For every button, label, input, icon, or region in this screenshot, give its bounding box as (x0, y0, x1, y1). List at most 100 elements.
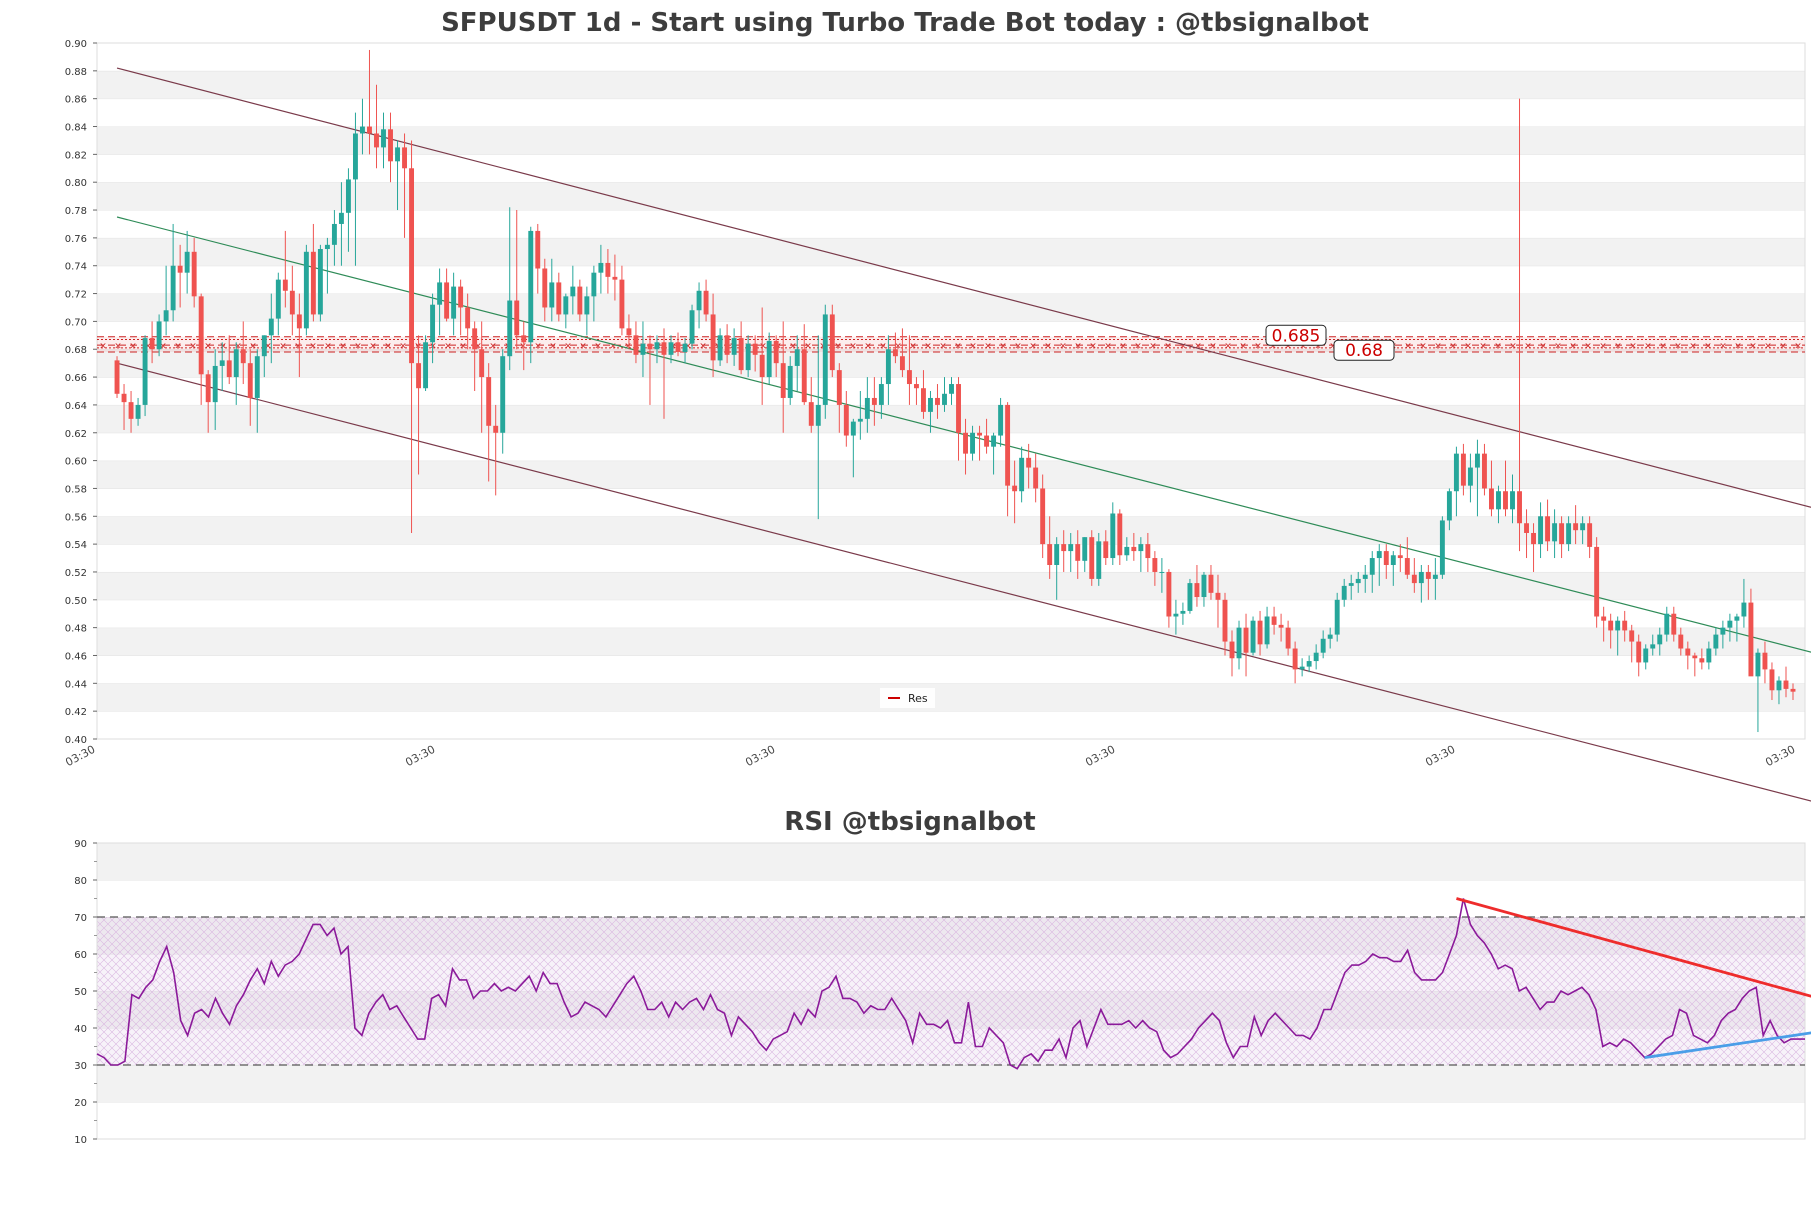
candle-body (1348, 583, 1354, 586)
channel-lower-line (116, 362, 1811, 802)
candle-body (184, 251, 190, 273)
candle-body (998, 404, 1004, 436)
candle-body (1005, 404, 1011, 486)
candle-body (240, 349, 246, 364)
resistance-marker: × (309, 341, 317, 351)
resistance-marker: × (1614, 341, 1622, 351)
candle-body (1285, 627, 1291, 649)
candle-body (1019, 457, 1025, 492)
candle-body (212, 365, 218, 403)
resistance-marker: × (1329, 341, 1337, 351)
resistance-marker: × (1524, 341, 1532, 351)
candle-body (949, 384, 954, 394)
resistance-marker: × (1269, 341, 1277, 351)
main-y-axis: 0.90 0.88 0.86 0.84 0.82 0.80 0.78 0.76 0.74 0.72… (65, 39, 97, 746)
candle-body (416, 363, 422, 389)
candle-body (521, 335, 527, 343)
candle-body (766, 340, 772, 378)
resistance-marker: × (1089, 341, 1097, 351)
resistance-marker: × (234, 341, 242, 351)
grid-band (97, 571, 1805, 600)
resistance-marker: × (114, 341, 122, 351)
candle-body (324, 244, 330, 250)
resistance-marker: × (414, 341, 422, 351)
rsi-support-trendline (1644, 1031, 1811, 1059)
candle-body (1250, 620, 1256, 653)
resistance-marker: × (1239, 341, 1247, 351)
candle-body (724, 335, 730, 355)
candle-body (1320, 638, 1326, 653)
resistance-marker: × (1449, 341, 1457, 351)
candle-body (254, 356, 260, 398)
candle-body (338, 212, 344, 224)
grid-band (97, 182, 1805, 211)
y-tick-label: 0.66 (65, 373, 87, 384)
candle-body (423, 342, 429, 389)
y-tick-label: 0.56 (65, 512, 87, 523)
candle-body (1671, 613, 1677, 635)
candle-body (1692, 655, 1698, 659)
candle-body (1173, 613, 1179, 617)
candle-body (437, 282, 443, 305)
candle-body (1194, 583, 1200, 598)
resistance-marker: × (939, 341, 947, 351)
candle-body (696, 290, 702, 311)
candle-body (1383, 551, 1389, 565)
candle-body (1643, 648, 1649, 663)
candle-body (451, 286, 457, 319)
resistance-marker: × (189, 341, 197, 351)
candle-body (752, 343, 758, 355)
resistance-marker: × (279, 341, 287, 351)
candle-body (1559, 523, 1565, 545)
candle-body (1026, 457, 1032, 468)
candle-body (963, 432, 968, 454)
candle-body (205, 374, 211, 403)
resistance-marker: × (594, 341, 602, 351)
candle-body (808, 402, 814, 426)
resistance-marker: × (1734, 341, 1742, 351)
resistance-marker: × (1749, 341, 1757, 351)
candle-body (1769, 669, 1775, 691)
candle-body (1306, 661, 1312, 667)
candle-body (1685, 648, 1691, 656)
candle-body (268, 318, 274, 336)
candle-body (142, 338, 148, 405)
candle-body (829, 314, 835, 371)
candle-body (1720, 627, 1726, 635)
candle-body (1257, 620, 1263, 645)
candle-body (1496, 491, 1501, 510)
candle-body (163, 310, 169, 322)
candle-body (577, 286, 583, 315)
candle-body (1601, 616, 1607, 621)
rsi-y-tick-label: 10 (74, 1135, 87, 1146)
candle-body (1404, 558, 1410, 575)
y-tick-label: 0.44 (65, 679, 87, 690)
candle-body (1103, 541, 1109, 559)
candle-body (1292, 648, 1298, 670)
candle-body (570, 286, 576, 297)
grid-band (97, 349, 1805, 378)
candle-body (1467, 467, 1473, 486)
candle-body (773, 340, 779, 364)
candle-body (977, 432, 983, 436)
y-tick-label: 0.64 (65, 401, 87, 412)
rsi-grid-band (97, 1065, 1805, 1102)
candle-body (1510, 491, 1515, 510)
grid-band (97, 432, 1805, 461)
resistance-marker: × (489, 341, 497, 351)
candle-body (191, 251, 197, 297)
candle-body (1636, 641, 1642, 663)
rsi-y-tick-label: 20 (74, 1098, 87, 1109)
y-tick-label: 0.88 (65, 67, 87, 78)
rsi-grid-band (97, 1102, 1805, 1139)
candle-body (1741, 602, 1747, 617)
resistance-marker: × (339, 341, 347, 351)
level-label-box (1265, 324, 1327, 346)
legend-box (880, 688, 935, 708)
candle-body (850, 421, 856, 436)
candle-body (388, 129, 393, 162)
candle-body (1657, 634, 1663, 645)
candle-body (871, 397, 877, 405)
candle-body (1587, 523, 1593, 547)
y-tick-label: 0.80 (65, 178, 87, 189)
